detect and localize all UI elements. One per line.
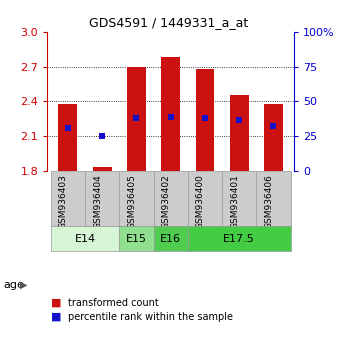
Text: GSM936403: GSM936403 xyxy=(59,175,68,229)
Bar xyxy=(188,171,222,226)
Bar xyxy=(85,171,119,226)
Bar xyxy=(51,171,85,226)
Text: GSM936405: GSM936405 xyxy=(127,175,137,229)
Bar xyxy=(51,226,119,251)
Bar xyxy=(153,171,188,226)
Text: E16: E16 xyxy=(160,234,181,244)
Text: GSM936401: GSM936401 xyxy=(230,175,239,229)
Bar xyxy=(264,104,283,171)
Text: E14: E14 xyxy=(74,234,96,244)
Text: E15: E15 xyxy=(126,234,147,244)
Bar xyxy=(188,226,291,251)
Bar xyxy=(119,171,153,226)
Text: GSM936402: GSM936402 xyxy=(162,175,171,229)
Text: GSM936404: GSM936404 xyxy=(93,175,102,229)
Bar xyxy=(196,69,214,171)
Bar xyxy=(119,226,153,251)
Bar xyxy=(127,67,146,171)
Bar xyxy=(230,96,249,171)
Text: transformed count: transformed count xyxy=(68,298,158,308)
Bar xyxy=(222,171,256,226)
Text: ■: ■ xyxy=(51,298,61,308)
Bar xyxy=(153,226,188,251)
Text: age: age xyxy=(3,280,24,290)
Text: E17.5: E17.5 xyxy=(223,234,255,244)
Bar xyxy=(93,167,112,171)
Text: GDS4591 / 1449331_a_at: GDS4591 / 1449331_a_at xyxy=(89,16,249,29)
Bar xyxy=(256,171,291,226)
Bar xyxy=(161,57,180,171)
Bar xyxy=(58,104,77,171)
Text: ▶: ▶ xyxy=(20,280,28,290)
Text: percentile rank within the sample: percentile rank within the sample xyxy=(68,312,233,322)
Text: ■: ■ xyxy=(51,312,61,322)
Text: GSM936406: GSM936406 xyxy=(265,175,273,229)
Text: GSM936400: GSM936400 xyxy=(196,175,205,229)
